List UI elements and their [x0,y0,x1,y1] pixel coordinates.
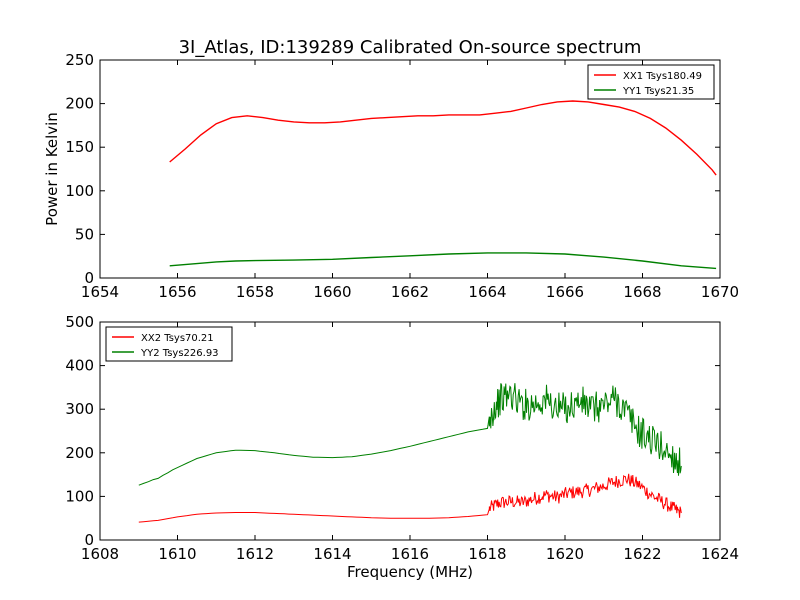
top-legend-label-1: YY1 Tsys21.35 [622,86,694,97]
top-xtick-label: 1656 [158,283,196,301]
top-xtick-label: 1654 [81,283,119,301]
bottom-series-line-0 [138,473,682,523]
bottom-xtick-label: 1610 [158,545,196,563]
top-plot: 1654 1656 1658 1660 1662 1664 1666 1668 1670 0 50 1… [43,51,739,301]
bottom-legend-label-0: XX2 Tsys70.21 [141,333,214,344]
bottom-legend-label-1: YY2 Tsys226.93 [140,348,219,359]
bottom-plot: 1608 1610 1612 1614 1616 1618 1620 1622 1624 0 100… [65,313,739,581]
top-legend-label-0: XX1 Tsys180.49 [623,71,702,82]
bottom-xtick-label: 1612 [236,545,274,563]
top-ytick-label: 100 [65,182,94,200]
bottom-xtick-label: 1620 [546,545,584,563]
bottom-xtick-label: 1608 [81,545,119,563]
top-ticks: 1654 1656 1658 1660 1662 1664 1666 1668 1670 0 50 1… [65,51,739,301]
bottom-xtick-label: 1614 [313,545,351,563]
top-ytick-label: 50 [75,225,94,243]
bottom-ytick-label: 500 [65,313,94,331]
bottom-ytick-label: 400 [65,357,94,375]
bottom-ytick-label: 300 [65,400,94,418]
top-ytick-label: 150 [65,138,94,156]
top-ytick-label: 200 [65,95,94,113]
top-xtick-label: 1658 [236,283,274,301]
top-xtick-label: 1662 [391,283,429,301]
bottom-ytick-label: 0 [84,531,94,549]
bottom-series-line-1 [138,383,682,486]
bottom-legend: XX2 Tsys70.21 YY2 Tsys226.93 [105,326,233,362]
bottom-xlabel: Frequency (MHz) [347,563,473,581]
bottom-xtick-label: 1618 [468,545,506,563]
top-series-group [169,100,717,270]
top-legend-box [587,64,715,100]
top-xtick-label: 1664 [468,283,506,301]
top-ytick-label: 0 [84,269,94,287]
bottom-legend-box [105,326,233,362]
figure-title: 3I_Atlas, ID:139289 Calibrated On-source… [179,37,642,58]
top-ylabel: Power in Kelvin [43,112,61,226]
top-ytick-label: 250 [65,51,94,69]
bottom-ticks: 1608 1610 1612 1614 1616 1618 1620 1622 1624 0 100… [65,313,739,563]
top-xtick-label: 1668 [623,283,661,301]
top-legend: XX1 Tsys180.49 YY1 Tsys21.35 [587,64,715,100]
bottom-xtick-label: 1624 [701,545,739,563]
bottom-ytick-label: 200 [65,444,94,462]
top-xtick-label: 1670 [701,283,739,301]
top-series-line-0 [169,100,717,176]
top-xtick-label: 1666 [546,283,584,301]
bottom-xtick-label: 1616 [391,545,429,563]
top-xtick-label: 1660 [313,283,351,301]
bottom-xtick-label: 1622 [623,545,661,563]
top-series-line-1 [169,252,717,270]
bottom-ytick-label: 100 [65,487,94,505]
bottom-series-group [138,383,682,523]
